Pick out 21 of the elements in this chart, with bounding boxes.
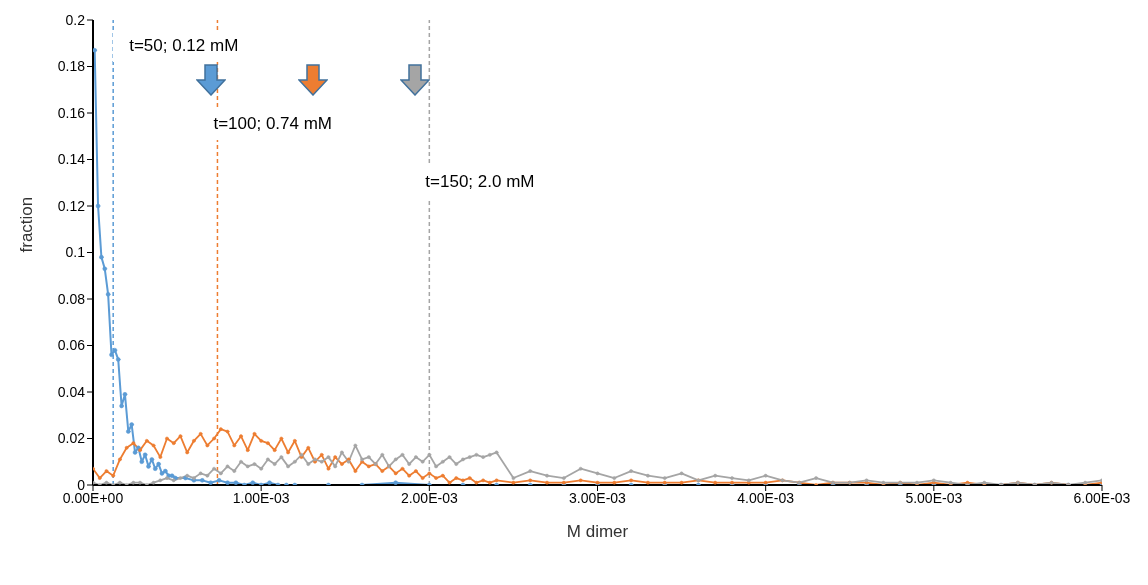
y-tick-label: 0.06 — [57, 337, 86, 354]
y-tick-label: 0.18 — [57, 58, 86, 75]
y-tick-label: 0.1 — [65, 244, 86, 261]
y-tick-label: 0.08 — [57, 290, 86, 307]
ref-line-label: t=100; 0.74 mM — [197, 108, 351, 140]
y-tick-label: 0.04 — [57, 383, 86, 400]
ref-line-label: t=150; 2.0 mM — [409, 166, 553, 198]
y-tick-label: 0.14 — [57, 151, 86, 168]
x-tick-label: 4.00E-03 — [737, 489, 795, 506]
x-axis-title: M dimer — [566, 522, 629, 541]
y-axis-title: fraction — [17, 196, 37, 253]
x-tick-label: 6.00E-03 — [1073, 489, 1131, 506]
y-tick-label: 0.02 — [57, 430, 86, 447]
x-tick-label: 1.00E-03 — [232, 489, 290, 506]
x-tick-label: 2.00E-03 — [400, 489, 458, 506]
y-tick-label: 0.2 — [65, 11, 86, 28]
y-tick-label: 0.16 — [57, 104, 86, 121]
x-tick-label: 5.00E-03 — [905, 489, 963, 506]
ref-line-label: t=50; 0.12 mM — [113, 30, 257, 62]
y-tick-label: 0.12 — [57, 197, 86, 214]
x-tick-label: 3.00E-03 — [569, 489, 627, 506]
